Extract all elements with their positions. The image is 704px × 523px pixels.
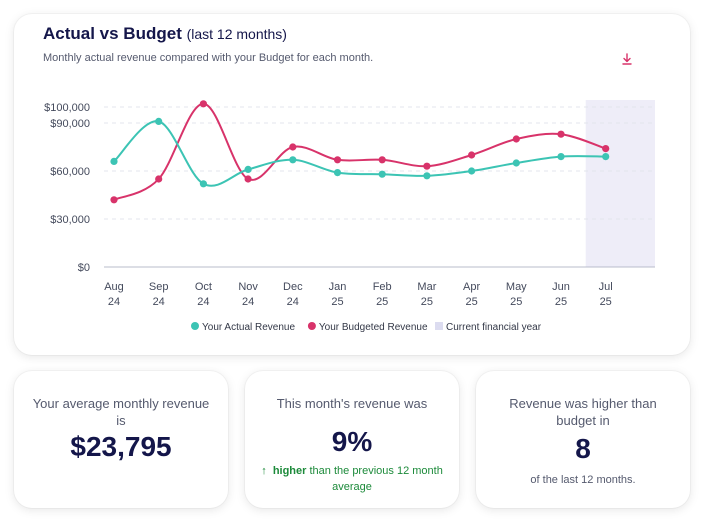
current-year-highlight (585, 100, 655, 267)
current-year-legend-marker (435, 322, 443, 330)
your-budgeted-revenue-point (110, 196, 118, 204)
y-tick-label: $0 (78, 262, 90, 274)
your-actual-revenue-legend-marker (191, 322, 199, 330)
x-tick-month: Oct (195, 281, 212, 293)
y-tick-label: $90,000 (50, 118, 90, 130)
x-tick-year: 25 (421, 296, 433, 308)
x-tick-month: Nov (238, 281, 258, 293)
x-tick-year: 24 (153, 296, 165, 308)
higher-than-budget-label: Revenue was higher than budget in (509, 396, 657, 428)
your-budgeted-revenue-line (113, 102, 607, 201)
your-actual-revenue-point (244, 165, 252, 173)
your-actual-revenue-point (110, 157, 118, 165)
your-budgeted-revenue-point (378, 156, 386, 164)
average-revenue-label: Your average monthly revenue is (32, 396, 210, 428)
average-revenue-value: $23,795 (70, 431, 172, 462)
x-tick-month: Aug (104, 281, 124, 293)
x-tick-year: 24 (287, 296, 299, 308)
this-month-trend: ↑ higher than the previous 12 month aver… (259, 463, 445, 495)
x-tick-year: 25 (331, 296, 343, 308)
y-tick-label: $100,000 (44, 102, 90, 114)
current-year-legend-label: Current financial year (446, 322, 542, 333)
your-budgeted-revenue-point (557, 130, 565, 138)
your-actual-revenue-point (512, 159, 520, 167)
average-revenue-card: Your average monthly revenue is $23,795 (14, 371, 228, 508)
x-tick-month: Feb (373, 281, 392, 293)
trend-text: than the previous 12 month average (309, 465, 443, 493)
your-budgeted-revenue-point (155, 175, 163, 183)
x-tick-month: Jun (552, 281, 570, 293)
your-actual-revenue-point (602, 153, 610, 161)
this-month-value: 9% (331, 426, 373, 457)
trend-word: higher (272, 465, 307, 477)
your-actual-revenue-point (468, 167, 476, 175)
your-budgeted-revenue-point (512, 135, 520, 143)
higher-than-budget-card: Revenue was higher than budget in 8 of t… (476, 371, 690, 508)
x-tick-month: Apr (463, 281, 480, 293)
x-tick-month: Jul (599, 281, 613, 293)
your-actual-revenue-legend-label: Your Actual Revenue (202, 322, 295, 333)
x-tick-year: 25 (600, 296, 612, 308)
y-tick-label: $60,000 (50, 166, 90, 178)
download-icon (622, 53, 632, 65)
your-budgeted-revenue-point (423, 162, 431, 170)
x-tick-year: 25 (465, 296, 477, 308)
chart-title: Actual vs Budget (last 12 months) (43, 24, 287, 44)
your-budgeted-revenue-point (602, 145, 610, 153)
this-month-card: This month's revenue was 9% ↑ higher tha… (245, 371, 459, 508)
x-tick-year: 24 (108, 296, 120, 308)
download-button[interactable] (620, 52, 634, 66)
your-budgeted-revenue-legend-label: Your Budgeted Revenue (319, 322, 428, 333)
your-budgeted-revenue-point (289, 143, 297, 151)
your-budgeted-revenue-point (199, 100, 207, 108)
your-budgeted-revenue-point (244, 175, 252, 183)
x-tick-month: Dec (283, 281, 303, 293)
your-actual-revenue-point (155, 117, 163, 125)
x-tick-year: 24 (242, 296, 254, 308)
your-actual-revenue-point (333, 169, 342, 177)
your-budgeted-revenue-point (333, 156, 342, 164)
higher-than-budget-foot: of the last 12 months. (530, 474, 636, 486)
your-actual-revenue-point (199, 180, 207, 188)
chart-card (14, 14, 690, 355)
your-actual-revenue-line (113, 120, 606, 187)
your-budgeted-revenue-point (468, 151, 476, 159)
your-budgeted-revenue-legend-marker (307, 322, 316, 330)
arrow-up-icon: ↑ (261, 465, 267, 477)
your-actual-revenue-point (557, 153, 565, 161)
x-tick-month: Sep (149, 281, 169, 293)
x-tick-year: 25 (510, 296, 522, 308)
x-tick-month: Mar (417, 281, 436, 293)
x-tick-month: May (506, 281, 527, 293)
chart-title-suffix: (last 12 months) (186, 26, 287, 42)
your-actual-revenue-point (378, 170, 386, 178)
x-tick-year: 25 (555, 296, 567, 308)
x-tick-year: 25 (376, 296, 388, 308)
higher-than-budget-value: 8 (575, 433, 591, 464)
chart-subtitle: Monthly actual revenue compared with you… (43, 52, 374, 64)
this-month-label: This month's revenue was (276, 396, 428, 411)
x-tick-year: 24 (197, 296, 209, 308)
your-actual-revenue-point (423, 172, 431, 180)
your-actual-revenue-point (289, 156, 297, 164)
x-tick-month: Jan (329, 281, 347, 293)
chart-title-main: Actual vs Budget (43, 24, 182, 43)
y-tick-label: $30,000 (50, 214, 90, 226)
